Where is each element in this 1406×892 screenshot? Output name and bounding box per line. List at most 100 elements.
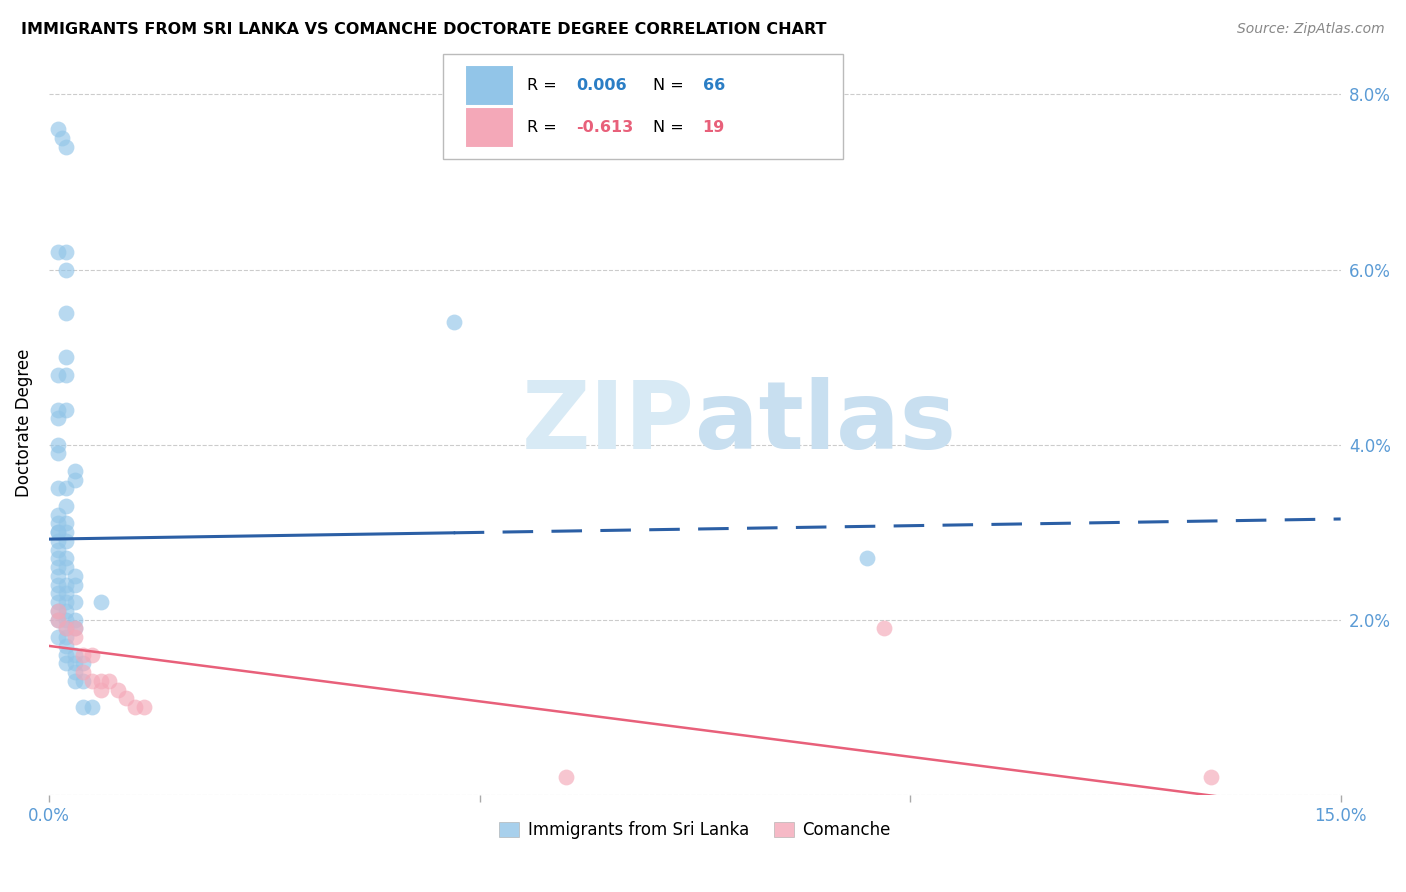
- Point: [55, 140, 77, 154]
- Point: [55, 262, 77, 277]
- Text: -0.613: -0.613: [576, 120, 633, 136]
- Point: [55, 533, 77, 548]
- Point: [46, 613, 69, 627]
- Point: [55, 657, 77, 671]
- Point: [115, 691, 138, 706]
- Point: [46, 402, 69, 417]
- Point: [46, 533, 69, 548]
- Point: [72, 665, 94, 680]
- Point: [46, 560, 69, 574]
- Point: [46, 577, 69, 591]
- Point: [80, 648, 103, 662]
- Point: [46, 525, 69, 540]
- Text: 0.006: 0.006: [576, 78, 627, 93]
- Point: [46, 630, 69, 644]
- Point: [46, 481, 69, 495]
- Point: [55, 639, 77, 653]
- Point: [98, 673, 121, 688]
- Point: [51, 131, 73, 145]
- Point: [55, 586, 77, 600]
- Point: [46, 604, 69, 618]
- Point: [63, 648, 86, 662]
- Point: [55, 306, 77, 320]
- Point: [55, 621, 77, 635]
- Point: [856, 551, 879, 566]
- Point: [55, 621, 77, 635]
- Point: [55, 604, 77, 618]
- Text: 19: 19: [703, 120, 725, 136]
- Point: [55, 350, 77, 364]
- Point: [46, 437, 69, 451]
- Point: [107, 682, 129, 697]
- Point: [55, 481, 77, 495]
- Point: [55, 516, 77, 531]
- Point: [55, 630, 77, 644]
- Point: [46, 595, 69, 609]
- Point: [72, 700, 94, 714]
- Point: [63, 577, 86, 591]
- Point: [63, 630, 86, 644]
- Text: R =: R =: [527, 78, 562, 93]
- Point: [46, 446, 69, 460]
- Text: N =: N =: [654, 120, 689, 136]
- Point: [873, 621, 896, 635]
- Point: [46, 525, 69, 540]
- Text: IMMIGRANTS FROM SRI LANKA VS COMANCHE DOCTORATE DEGREE CORRELATION CHART: IMMIGRANTS FROM SRI LANKA VS COMANCHE DO…: [21, 22, 827, 37]
- Point: [55, 368, 77, 382]
- Point: [46, 604, 69, 618]
- Point: [46, 411, 69, 425]
- Point: [55, 577, 77, 591]
- Point: [443, 315, 465, 329]
- Point: [46, 122, 69, 136]
- Point: [554, 770, 576, 784]
- FancyBboxPatch shape: [443, 54, 844, 159]
- Point: [55, 402, 77, 417]
- Point: [1201, 770, 1223, 784]
- Point: [63, 673, 86, 688]
- Point: [55, 499, 77, 513]
- Point: [46, 516, 69, 531]
- Point: [63, 657, 86, 671]
- Point: [63, 621, 86, 635]
- Point: [55, 595, 77, 609]
- Point: [46, 508, 69, 522]
- Point: [90, 682, 112, 697]
- Point: [72, 657, 94, 671]
- Point: [55, 613, 77, 627]
- Point: [80, 673, 103, 688]
- Point: [63, 473, 86, 487]
- Point: [46, 542, 69, 557]
- FancyBboxPatch shape: [465, 65, 515, 105]
- Text: N =: N =: [654, 78, 689, 93]
- Point: [46, 245, 69, 260]
- Point: [63, 595, 86, 609]
- Point: [55, 245, 77, 260]
- Point: [132, 700, 155, 714]
- Text: Source: ZipAtlas.com: Source: ZipAtlas.com: [1237, 22, 1385, 37]
- Point: [46, 569, 69, 583]
- Point: [80, 700, 103, 714]
- FancyBboxPatch shape: [465, 107, 515, 148]
- Point: [46, 613, 69, 627]
- Point: [46, 551, 69, 566]
- Legend: Immigrants from Sri Lanka, Comanche: Immigrants from Sri Lanka, Comanche: [492, 814, 897, 846]
- Text: atlas: atlas: [695, 376, 956, 468]
- Point: [90, 673, 112, 688]
- Point: [55, 551, 77, 566]
- Point: [63, 464, 86, 478]
- Y-axis label: Doctorate Degree: Doctorate Degree: [15, 349, 32, 497]
- Text: R =: R =: [527, 120, 562, 136]
- Point: [55, 560, 77, 574]
- Point: [55, 648, 77, 662]
- Text: 66: 66: [703, 78, 725, 93]
- Point: [63, 569, 86, 583]
- Point: [63, 613, 86, 627]
- Point: [72, 648, 94, 662]
- Point: [46, 586, 69, 600]
- Point: [90, 595, 112, 609]
- Point: [72, 673, 94, 688]
- Point: [63, 665, 86, 680]
- Point: [55, 525, 77, 540]
- Point: [63, 621, 86, 635]
- Point: [124, 700, 146, 714]
